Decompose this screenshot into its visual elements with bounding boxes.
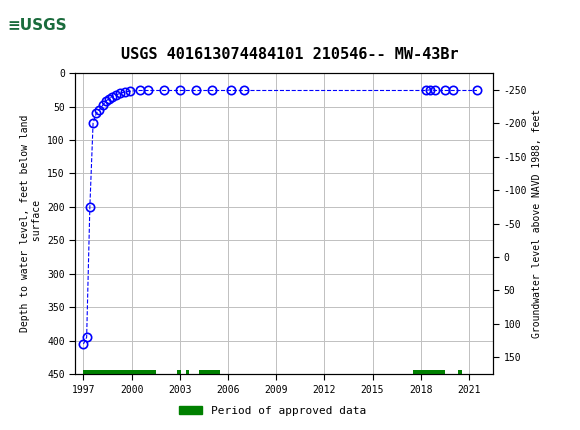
Bar bbox=[84, 370, 155, 375]
Bar bbox=[199, 370, 220, 375]
Text: USGS 401613074484101 210546-- MW-43Br: USGS 401613074484101 210546-- MW-43Br bbox=[121, 47, 459, 62]
Bar bbox=[458, 370, 462, 375]
Text: ≡USGS: ≡USGS bbox=[7, 18, 67, 33]
FancyBboxPatch shape bbox=[6, 5, 110, 46]
Bar bbox=[186, 370, 190, 375]
Y-axis label: Depth to water level, feet below land
 surface: Depth to water level, feet below land su… bbox=[20, 115, 42, 332]
Bar bbox=[413, 370, 445, 375]
Bar bbox=[176, 370, 182, 375]
FancyBboxPatch shape bbox=[3, 4, 113, 47]
Y-axis label: Groundwater level above NAVD 1988, feet: Groundwater level above NAVD 1988, feet bbox=[532, 109, 542, 338]
Text: ≡USGS: ≡USGS bbox=[12, 16, 70, 35]
Legend: Period of approved data: Period of approved data bbox=[175, 401, 370, 420]
